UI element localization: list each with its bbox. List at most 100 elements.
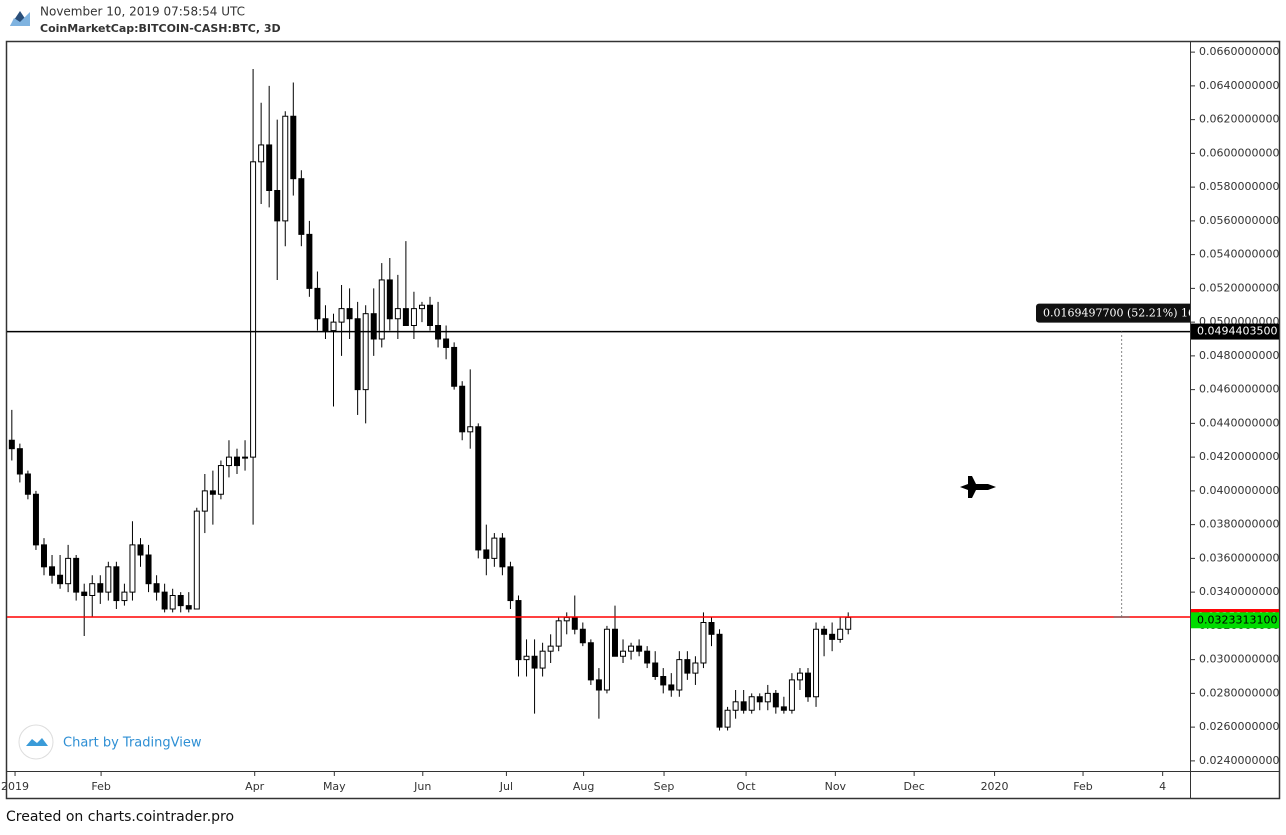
candle-body bbox=[748, 696, 755, 711]
y-tick-label: 0.0260000000 bbox=[1199, 720, 1279, 733]
candle-body bbox=[410, 308, 417, 326]
candle-body bbox=[427, 304, 434, 326]
price-label-bg bbox=[1191, 323, 1279, 340]
candle-body bbox=[772, 692, 779, 708]
axes: 0.0660000000 0.0640000000 0.0620000000 0.06… bbox=[1, 45, 1279, 793]
y-tick-label: 0.0240000000 bbox=[1199, 754, 1279, 767]
y-tick-label: 0.0660000000 bbox=[1199, 45, 1279, 58]
candle-body bbox=[716, 633, 723, 728]
x-tick-label: 4 bbox=[1159, 780, 1166, 793]
candle-body bbox=[290, 115, 297, 180]
candle-body bbox=[322, 318, 329, 332]
candle-body bbox=[507, 566, 514, 602]
candle-body bbox=[531, 655, 538, 669]
candle-body bbox=[201, 490, 208, 512]
candle-body bbox=[89, 583, 96, 596]
candle-body bbox=[169, 595, 176, 610]
candle-body bbox=[451, 346, 458, 387]
candle-body bbox=[330, 321, 337, 332]
candle-body bbox=[845, 616, 852, 630]
logo-accent bbox=[10, 12, 30, 26]
candle-body bbox=[185, 605, 192, 610]
x-tick-label: Jul bbox=[499, 780, 513, 793]
candle-body bbox=[137, 544, 144, 556]
y-tick-label: 0.0480000000 bbox=[1199, 349, 1279, 362]
candle-body bbox=[418, 304, 425, 310]
candle-body bbox=[708, 622, 715, 635]
y-tick-label: 0.0380000000 bbox=[1199, 518, 1279, 531]
measure-label: 0.0169497700 (52.21%) 16949 bbox=[1043, 307, 1216, 320]
candle-body bbox=[121, 591, 128, 602]
candle-body bbox=[837, 628, 844, 640]
candle-body bbox=[491, 537, 498, 559]
x-tick-label: 2019 bbox=[1, 780, 29, 793]
branding[interactable]: Chart by TradingView bbox=[63, 736, 202, 751]
candle-body bbox=[611, 628, 618, 657]
candle-body bbox=[475, 426, 482, 551]
candle-body bbox=[209, 490, 216, 495]
candle-body bbox=[394, 308, 401, 320]
candle-body bbox=[563, 616, 570, 622]
candle-body bbox=[314, 287, 321, 320]
candle-body bbox=[217, 465, 224, 495]
candle-body bbox=[700, 622, 707, 664]
candle-body bbox=[660, 676, 667, 686]
candle-body bbox=[821, 628, 828, 635]
candle-body bbox=[805, 672, 811, 698]
candle-body bbox=[234, 456, 240, 467]
x-tick-label: Feb bbox=[1073, 780, 1092, 793]
measure-box bbox=[1036, 303, 1190, 323]
candle-body bbox=[668, 684, 675, 691]
candle-body bbox=[732, 701, 739, 711]
y-tick-label: 0.0440000000 bbox=[1199, 416, 1279, 429]
candle-body bbox=[362, 313, 369, 391]
candle-body bbox=[242, 456, 249, 459]
candle-body bbox=[764, 692, 771, 703]
candle-body bbox=[636, 645, 643, 652]
candle-body bbox=[354, 318, 361, 391]
candle-body bbox=[692, 662, 699, 674]
candle-body bbox=[65, 557, 72, 585]
tv-logo bbox=[26, 738, 48, 746]
candle-body bbox=[282, 115, 289, 222]
candle-body bbox=[676, 659, 683, 691]
candle-body bbox=[740, 701, 747, 711]
candle-body bbox=[346, 308, 353, 320]
candle-body bbox=[161, 591, 168, 610]
candle-body bbox=[402, 308, 409, 326]
candle-body bbox=[16, 448, 23, 475]
x-tick-label: Aug bbox=[573, 780, 594, 793]
candle-body bbox=[652, 662, 659, 677]
price-label: 0.0494403500 bbox=[1197, 325, 1277, 338]
candle-body bbox=[370, 313, 377, 340]
candle-body bbox=[459, 385, 466, 433]
candle-body bbox=[523, 655, 530, 661]
candle-body bbox=[499, 537, 506, 568]
candle-body bbox=[306, 233, 313, 289]
x-tick-label: Sep bbox=[654, 780, 675, 793]
chart-symbol: CoinMarketCap:BITCOIN-CASH:BTC, 3D bbox=[40, 22, 281, 35]
y-tick-label: 0.0360000000 bbox=[1199, 551, 1279, 564]
candle-body bbox=[32, 493, 39, 546]
candle-body bbox=[258, 144, 265, 163]
tv-logo-bg bbox=[18, 724, 54, 760]
y-tick-label: 0.0620000000 bbox=[1199, 113, 1279, 126]
y-tick-label: 0.0580000000 bbox=[1199, 180, 1279, 193]
candle-body bbox=[73, 557, 80, 593]
candle-body bbox=[483, 549, 490, 559]
candle-body bbox=[587, 642, 594, 681]
candle-body bbox=[129, 544, 136, 593]
x-tick-label: Oct bbox=[737, 780, 757, 793]
y-tick-label: 0.0600000000 bbox=[1199, 146, 1279, 159]
candle-body bbox=[620, 650, 627, 657]
x-tick-label: Dec bbox=[904, 780, 925, 793]
candle-body bbox=[571, 616, 578, 630]
candle-body bbox=[780, 706, 787, 711]
candle-body bbox=[105, 566, 112, 593]
candle-body bbox=[756, 696, 763, 703]
candle-body bbox=[547, 645, 554, 652]
candle-body bbox=[41, 544, 47, 568]
candle-body bbox=[386, 279, 393, 320]
y-tick-label: 0.0460000000 bbox=[1199, 383, 1279, 396]
